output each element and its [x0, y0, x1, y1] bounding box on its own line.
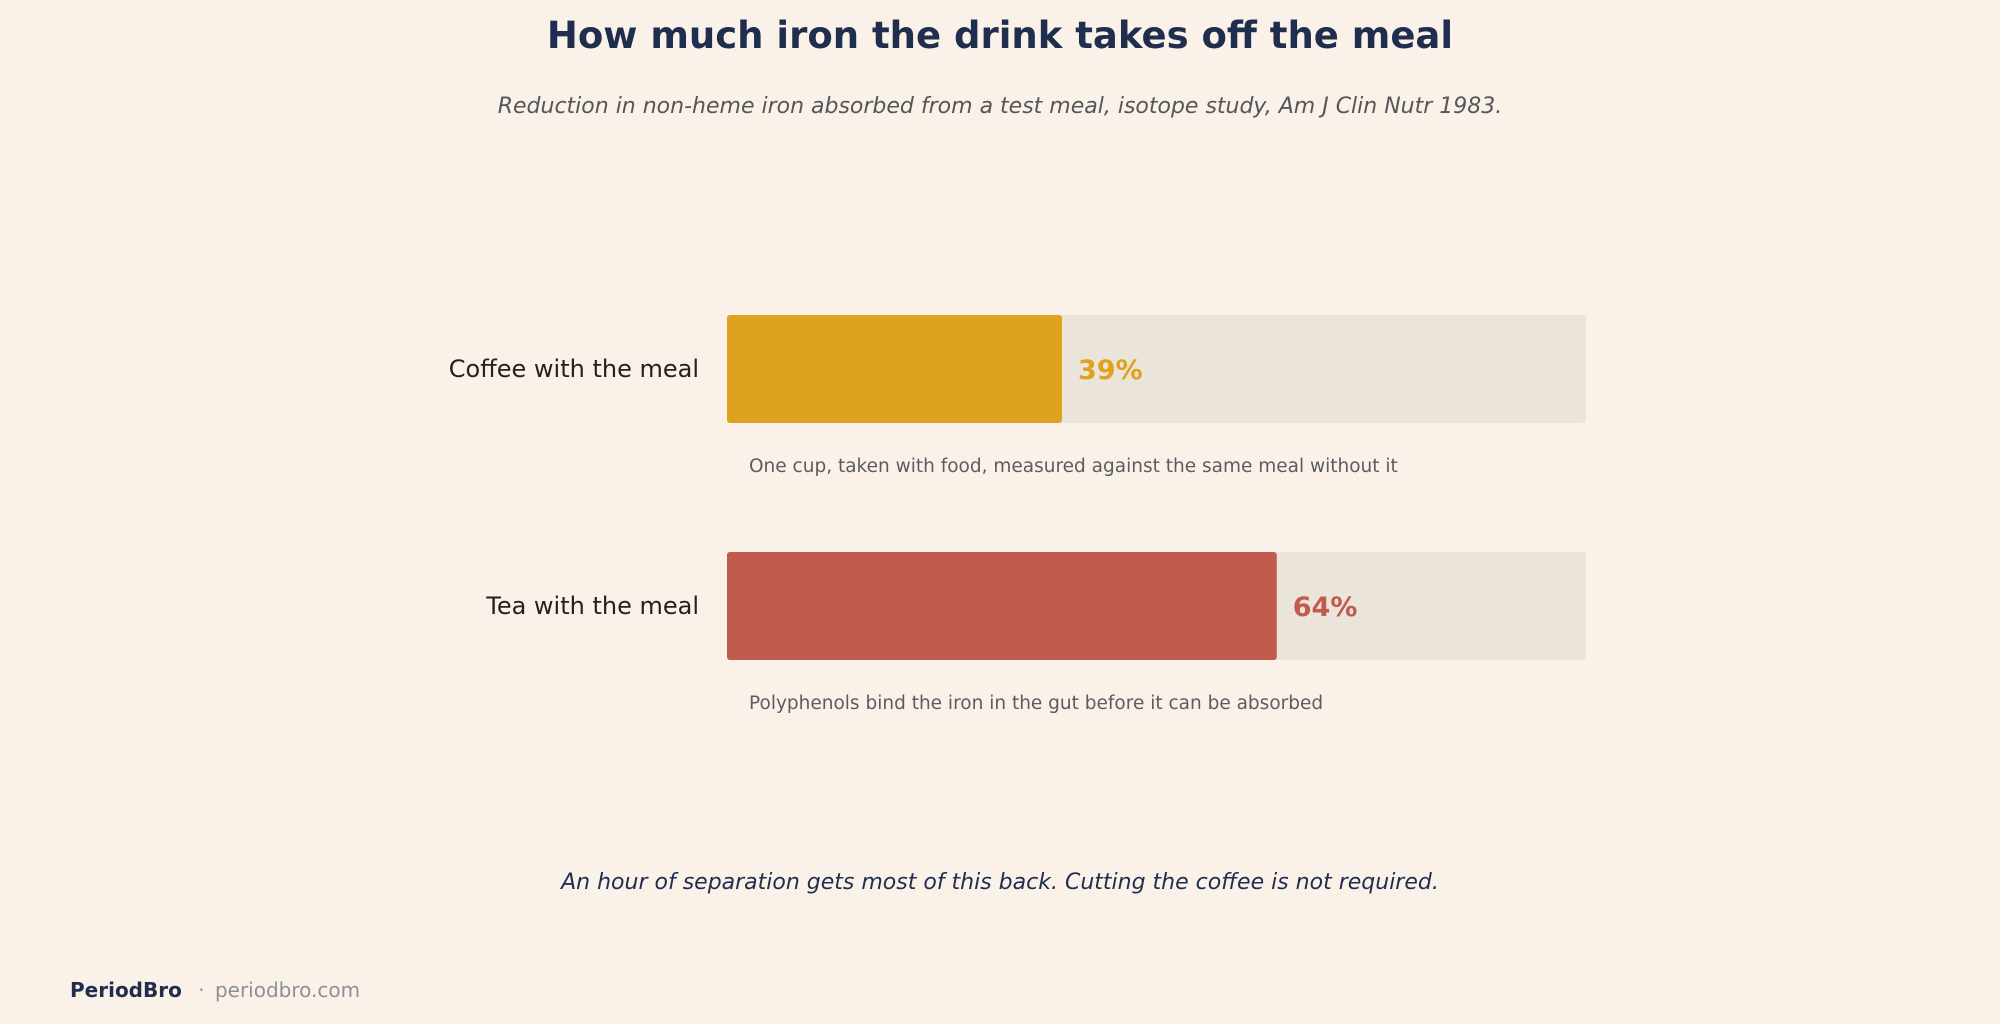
bar	[727, 552, 1277, 660]
data-label: 64%	[1293, 592, 1358, 623]
bar-note: One cup, taken with food, measured again…	[749, 456, 1398, 477]
site-url[interactable]: periodbro.com	[214, 978, 361, 1002]
footer-separator: ·	[198, 978, 205, 1002]
category-label: Coffee with the meal	[449, 355, 699, 383]
footer: PeriodBro · periodbro.com	[70, 978, 360, 1002]
brand-name: PeriodBro	[70, 978, 182, 1002]
chart-title: How much iron the drink takes off the me…	[546, 14, 1454, 57]
bar-note: Polyphenols bind the iron in the gut bef…	[749, 693, 1323, 714]
data-label: 39%	[1078, 355, 1143, 386]
chart-subtitle: Reduction in non-heme iron absorbed from…	[497, 94, 1503, 119]
category-label: Tea with the meal	[485, 592, 699, 620]
takeaway-note: An hour of separation gets most of this …	[561, 870, 1439, 895]
bar	[727, 315, 1063, 423]
